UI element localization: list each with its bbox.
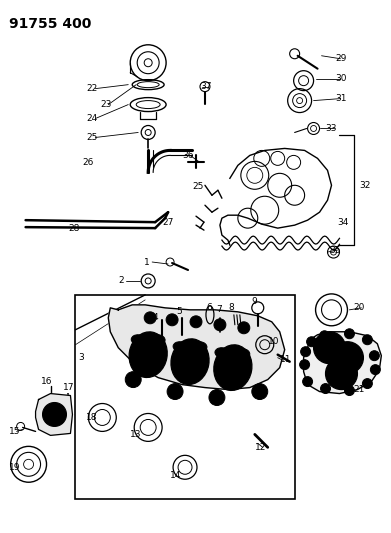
Circle shape [369,351,379,361]
Ellipse shape [151,335,165,345]
Text: 21: 21 [353,385,365,394]
Text: 11: 11 [280,355,291,364]
Circle shape [167,384,183,400]
Circle shape [307,337,317,346]
Text: 23: 23 [100,100,112,109]
Text: 7: 7 [216,305,222,314]
Text: 14: 14 [170,471,181,480]
Text: 2: 2 [118,277,124,286]
Text: 30: 30 [335,74,347,83]
Text: 36: 36 [182,151,194,160]
Bar [75,295,295,499]
Text: 20: 20 [353,303,365,312]
Text: 10: 10 [268,337,279,346]
Polygon shape [304,332,381,393]
Text: 13: 13 [130,430,142,439]
Text: 35: 35 [330,246,341,255]
Text: 37: 37 [200,82,212,91]
Ellipse shape [129,332,167,377]
Text: 15: 15 [9,427,20,436]
Circle shape [319,331,330,341]
Circle shape [326,358,357,390]
Text: 33: 33 [326,124,337,133]
Text: 6: 6 [206,303,212,312]
Text: 9: 9 [252,297,258,306]
Circle shape [344,385,354,395]
Text: 4: 4 [152,313,158,322]
Circle shape [344,329,354,339]
Ellipse shape [215,348,229,358]
Text: 25: 25 [192,182,203,191]
Text: 25: 25 [86,133,98,142]
Text: 5: 5 [176,308,182,317]
Text: 18: 18 [86,413,98,422]
Ellipse shape [236,349,250,359]
Circle shape [190,316,202,328]
Ellipse shape [171,339,209,384]
Circle shape [362,335,372,345]
Text: 22: 22 [86,84,98,93]
Circle shape [300,360,310,369]
Circle shape [214,319,226,331]
Text: 34: 34 [337,217,349,227]
Circle shape [252,384,268,400]
Text: 27: 27 [162,217,174,227]
Text: 91755 400: 91755 400 [9,17,91,31]
Circle shape [362,378,372,389]
Polygon shape [36,393,72,435]
Circle shape [43,402,66,426]
Polygon shape [108,305,285,390]
Text: 28: 28 [68,224,80,232]
Text: 3: 3 [79,353,84,362]
Text: 32: 32 [359,181,371,190]
Text: 12: 12 [255,443,266,452]
Circle shape [370,365,380,375]
Circle shape [321,384,330,393]
Ellipse shape [214,345,252,391]
Text: 17: 17 [63,383,74,392]
Text: 26: 26 [83,158,94,167]
Text: 16: 16 [41,377,52,386]
Circle shape [238,322,250,334]
Text: 31: 31 [335,94,347,103]
Ellipse shape [193,342,207,352]
Circle shape [209,390,225,406]
Text: 1: 1 [144,257,150,266]
Circle shape [144,312,156,324]
Circle shape [301,346,310,357]
Circle shape [166,314,178,326]
Ellipse shape [131,335,145,345]
Circle shape [332,342,363,374]
Circle shape [125,372,141,387]
Text: 29: 29 [335,54,347,63]
Circle shape [314,332,346,364]
Text: 24: 24 [86,114,98,123]
Ellipse shape [173,342,187,352]
Text: 19: 19 [9,463,20,472]
Text: 8: 8 [228,303,234,312]
Circle shape [303,377,312,386]
